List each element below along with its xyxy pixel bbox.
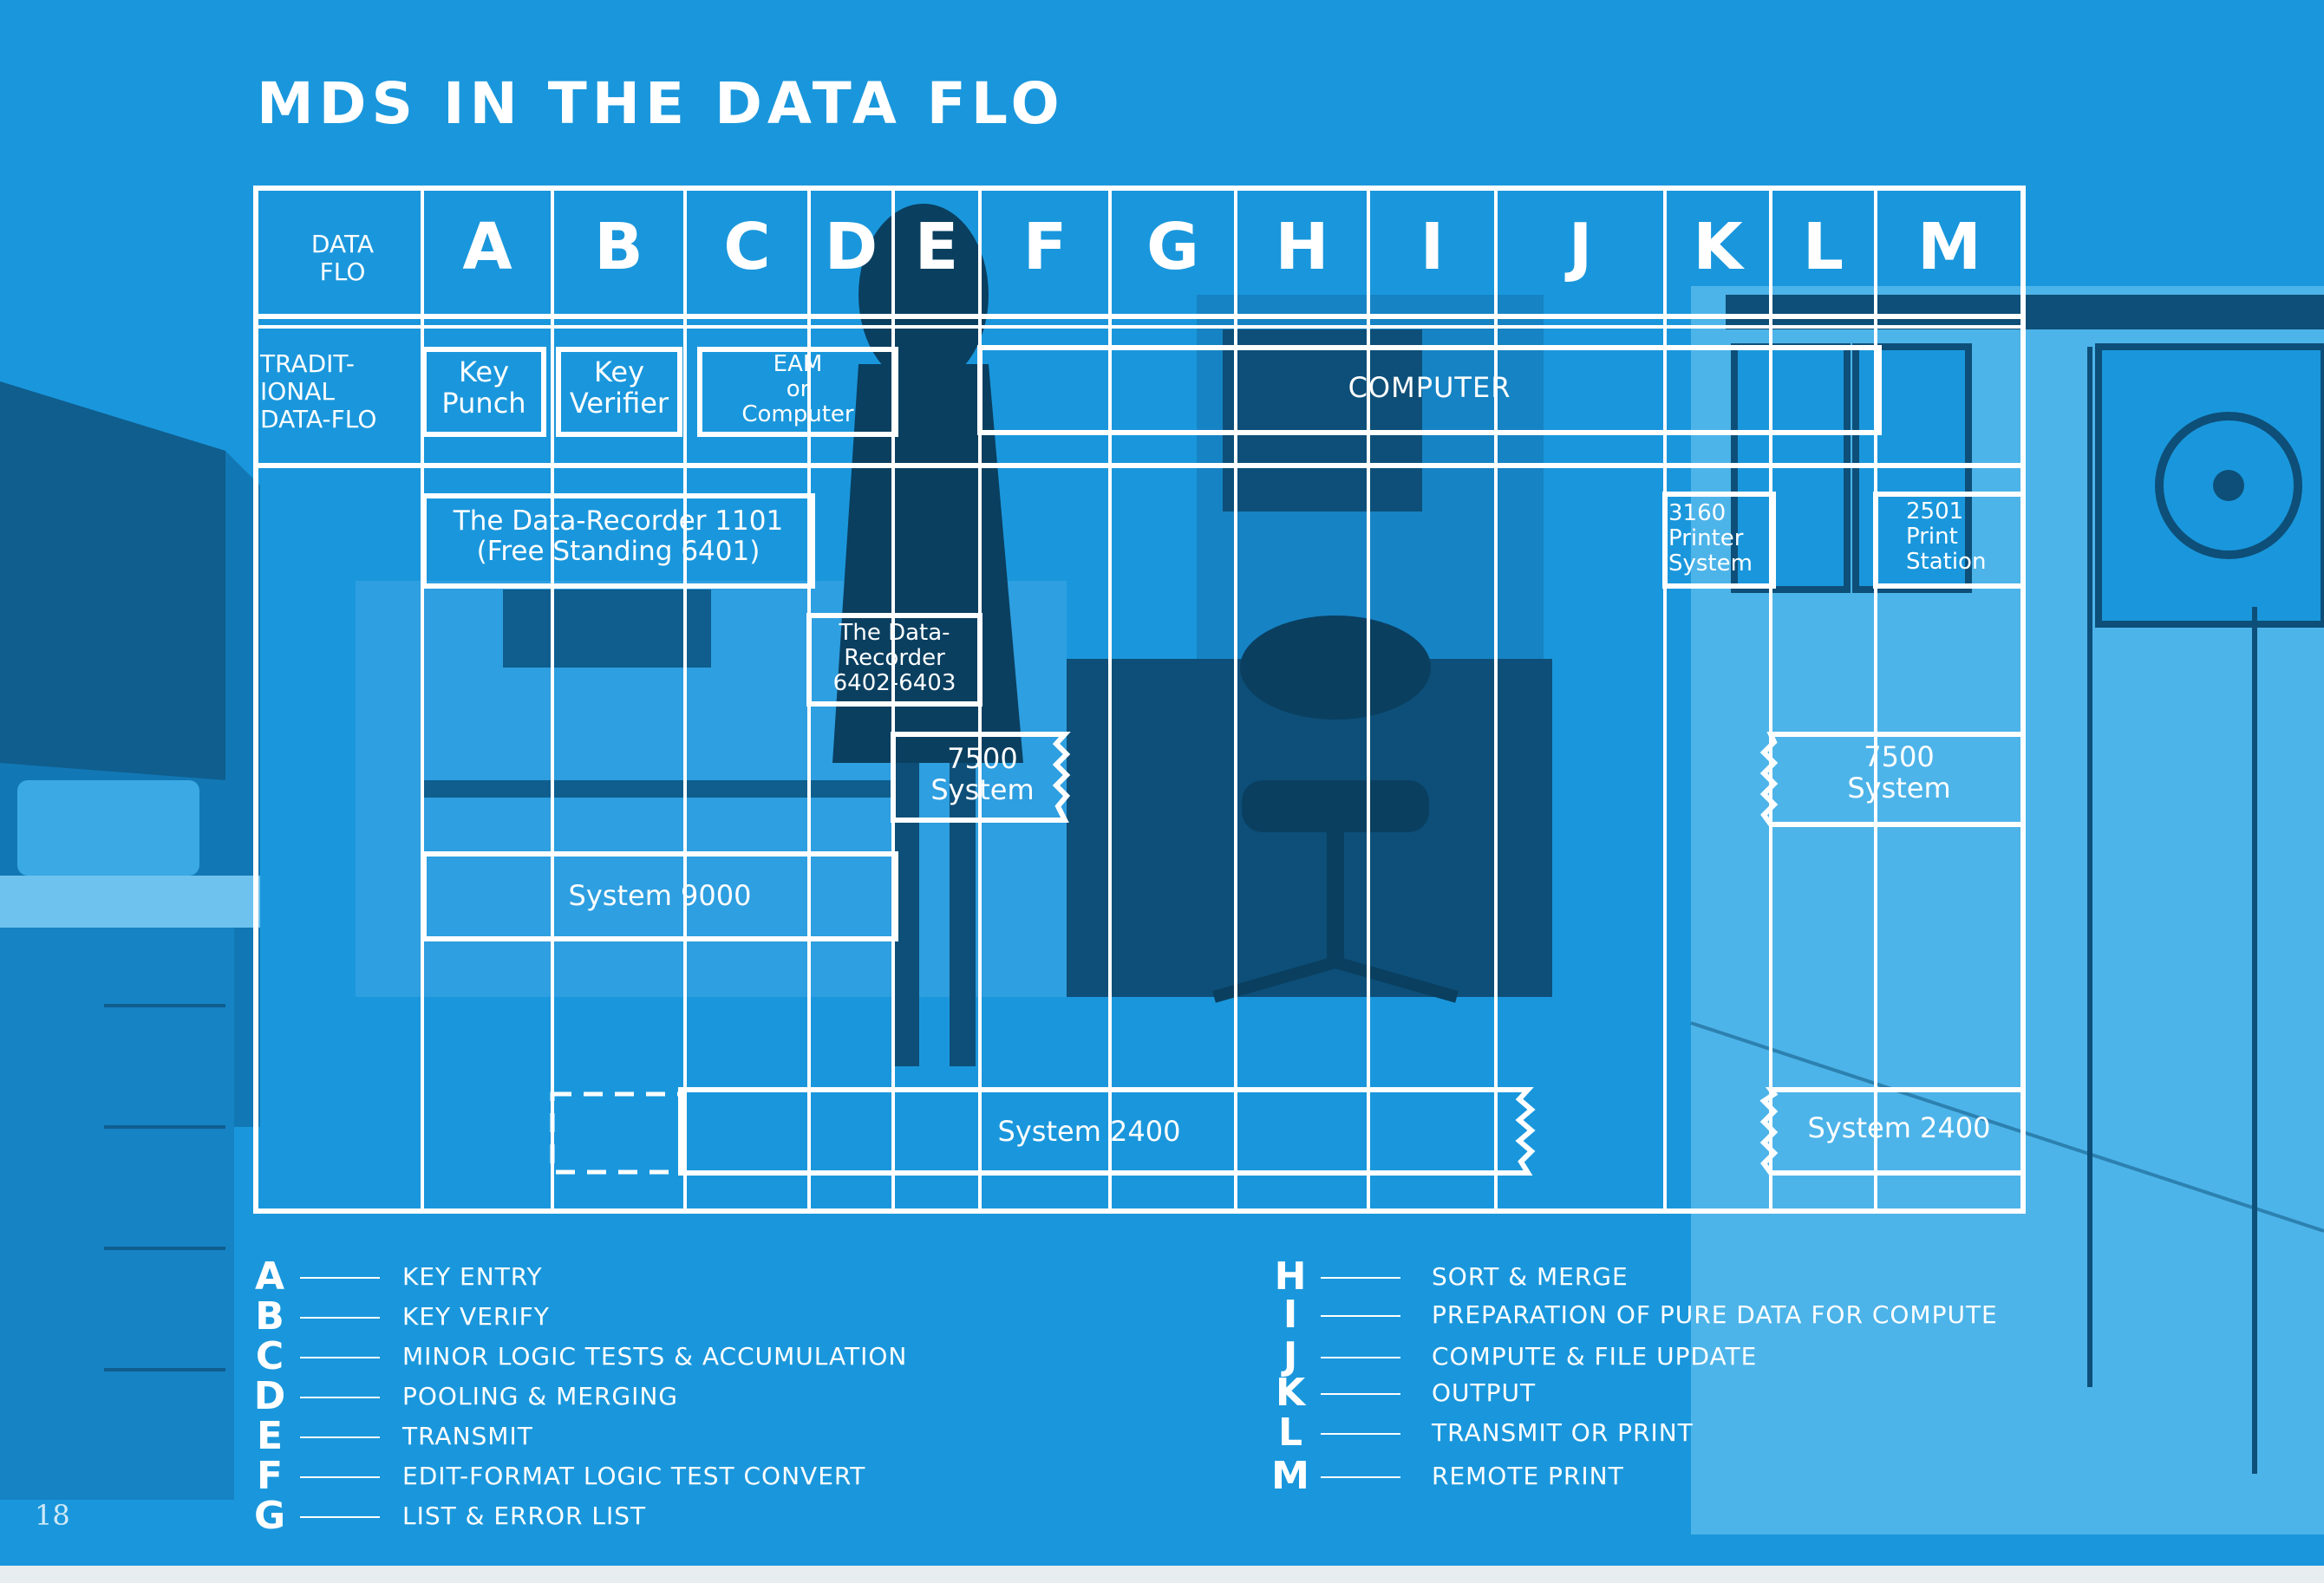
key-verifier-label: Key Verifier	[569, 355, 669, 420]
column-header-b: B	[594, 210, 643, 284]
page-bottom-edge	[0, 1566, 2324, 1583]
legend-text: MINOR LOGIC TESTS & ACCUMULATION	[402, 1342, 908, 1371]
legend-letter: C	[255, 1334, 284, 1378]
column-header-g: G	[1146, 210, 1199, 284]
legend-rule	[300, 1436, 380, 1438]
eam-computer-label: EAM or Computer	[741, 351, 854, 428]
legend-letter: F	[256, 1454, 284, 1498]
system-7500-right-box	[1759, 732, 2026, 827]
system-2400-dashed-extension	[550, 1091, 683, 1175]
legend-text: SORT & MERGE	[1432, 1262, 1629, 1291]
data-recorder-1101-box	[421, 493, 815, 589]
desk-cabinet	[0, 928, 234, 1500]
console-screen	[0, 381, 225, 780]
column-header-k: K	[1693, 210, 1743, 284]
legend-letter: A	[254, 1254, 285, 1299]
column-header-e: E	[914, 210, 959, 284]
system-7500-right-label: 7500 System	[1847, 740, 1951, 805]
legend-letter: K	[1275, 1371, 1306, 1415]
legend-rule	[1321, 1357, 1400, 1358]
legend-text: OUTPUT	[1432, 1378, 1537, 1407]
system-2400-box	[678, 1087, 1536, 1176]
computer-label: COMPUTER	[1348, 371, 1511, 404]
legend-text: TRANSMIT OR PRINT	[1432, 1418, 1694, 1447]
column-header-j: J	[1568, 210, 1593, 284]
legend-letter: E	[256, 1414, 284, 1458]
key-verifier-box	[556, 347, 682, 437]
eam-computer-box	[697, 347, 898, 437]
legend-text: PREPARATION OF PURE DATA FOR COMPUTE	[1432, 1300, 1998, 1329]
diagram-frame	[253, 186, 2026, 1214]
control-panel	[17, 780, 199, 876]
legend-letter: J	[1283, 1334, 1298, 1378]
system-7500-left-label: 7500 System	[930, 742, 1035, 806]
legend-text: KEY VERIFY	[402, 1302, 550, 1331]
legend-text: COMPUTE & FILE UPDATE	[1432, 1342, 1758, 1371]
legend-text: KEY ENTRY	[402, 1262, 543, 1291]
system-9000-label: System 9000	[568, 879, 752, 912]
legend-text: TRANSMIT	[402, 1422, 533, 1450]
legend-rule	[300, 1516, 380, 1518]
column-header-f: F	[1022, 210, 1067, 284]
legend-text: REMOTE PRINT	[1432, 1462, 1624, 1490]
tape-reel-icon	[2155, 412, 2302, 559]
data-recorder-6402-label: The Data- Recorder 6402-6403	[832, 620, 956, 697]
chair-back	[1240, 616, 1431, 720]
column-header-c: C	[723, 210, 771, 284]
column-header-m: M	[1917, 210, 1981, 284]
legend-letter: L	[1277, 1410, 1303, 1455]
column-header-l: L	[1802, 210, 1844, 284]
print-station-2501-label: 2501 Print Station	[1906, 498, 1987, 576]
legend-rule	[300, 1277, 380, 1279]
key-punch-label: Key Punch	[441, 355, 526, 420]
legend-letter: G	[253, 1494, 286, 1538]
printer-3160-label: 3160 Printer System	[1668, 500, 1753, 577]
legend-rule	[300, 1317, 380, 1319]
legend-letter: H	[1274, 1254, 1307, 1299]
chair-seat	[1242, 780, 1429, 832]
legend-text: EDIT-FORMAT LOGIC TEST CONVERT	[402, 1462, 866, 1490]
system-2400-right-label: System 2400	[1807, 1111, 1991, 1144]
page-number: 18	[35, 1499, 70, 1532]
legend-letter: D	[253, 1374, 286, 1418]
legend-rule	[300, 1357, 380, 1358]
data-flo-row-label: DATA FLO	[310, 230, 375, 287]
legend-rule	[300, 1476, 380, 1478]
system-2400-right-box	[1759, 1087, 2026, 1176]
data-recorder-1101-label: The Data-Recorder 1101 (Free Standing 64…	[453, 505, 784, 567]
key-punch-box	[421, 347, 546, 437]
legend-letter: B	[255, 1294, 284, 1339]
computer-box	[977, 345, 1882, 435]
printer-3160-box	[1662, 492, 1776, 589]
column-header-d: D	[824, 210, 878, 284]
legend-rule	[1321, 1315, 1400, 1317]
desk-top	[0, 876, 260, 928]
legend-letter: M	[1271, 1454, 1309, 1498]
legend-text: LIST & ERROR LIST	[402, 1502, 647, 1530]
system-2400-label: System 2400	[997, 1115, 1181, 1148]
print-station-2501-box	[1873, 492, 2026, 589]
data-recorder-6402-box	[806, 613, 982, 707]
column-header-i: I	[1420, 210, 1445, 284]
system-7500-left-box	[891, 732, 1071, 823]
person-hair	[858, 204, 989, 386]
column-dividers	[421, 188, 1877, 1211]
data-recorder-keyboard	[503, 590, 711, 668]
legend-rule	[1321, 1277, 1400, 1279]
legend-rule	[300, 1397, 380, 1398]
legend-letter: I	[1283, 1293, 1298, 1337]
legend-rule	[1321, 1393, 1400, 1395]
column-header-h: H	[1275, 210, 1329, 284]
column-header-a: A	[462, 210, 512, 284]
legend-rule	[1321, 1433, 1400, 1435]
system-9000-box	[421, 851, 898, 941]
legend-rule	[1321, 1476, 1400, 1478]
traditional-row-label: TRADIT- IONAL DATA-FLO	[260, 349, 377, 434]
legend-text: POOLING & MERGING	[402, 1382, 678, 1410]
page-title: MDS IN THE DATA FLO	[257, 70, 1065, 137]
